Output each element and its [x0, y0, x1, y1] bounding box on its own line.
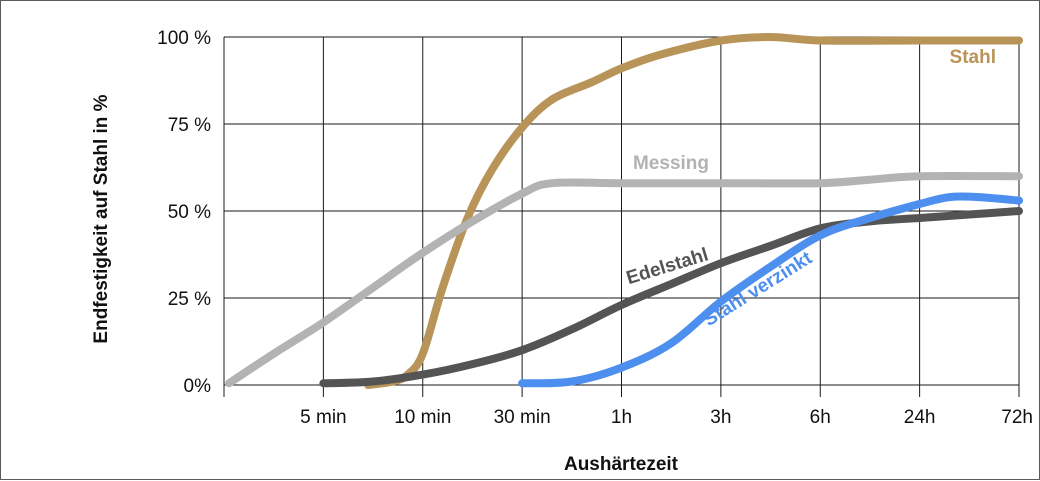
series-line-stahl-verzinkt [518, 192, 1023, 388]
y-tick-label: 100 % [157, 28, 211, 49]
y-axis-title: Endfestigkeit auf Stahl in % [91, 94, 112, 343]
x-tick-label: 30 min [494, 407, 551, 428]
x-tick-label: 6h [810, 407, 831, 428]
x-tick-label: 3h [710, 407, 731, 428]
x-axis-title: Aushärtezeit [564, 454, 679, 475]
series-label-stahl: Stahl [950, 47, 996, 68]
series-line-messing [225, 171, 1023, 388]
x-tick-label: 72h [1001, 407, 1033, 428]
series-line-stahl [364, 33, 1023, 389]
series-line-edelstahl [319, 207, 1023, 388]
x-tick-label: 1h [611, 407, 632, 428]
x-tick-label: 24h [904, 407, 936, 428]
y-axis-ticks: 0% 25 % 50 % 75 % 100 % [157, 28, 211, 397]
series-curves [225, 33, 1023, 389]
y-tick-label: 0% [184, 376, 212, 397]
x-axis-ticks: 5 min 10 min 30 min 1h 3h 6h 24h 72h [300, 407, 1033, 428]
series-label-messing: Messing [633, 153, 709, 174]
y-tick-label: 50 % [168, 202, 211, 223]
y-tick-label: 25 % [168, 289, 211, 310]
y-tick-label: 75 % [168, 115, 211, 136]
series-label-stahl-verzinkt: Stahl verzinkt [700, 247, 816, 331]
x-tick-label: 5 min [300, 407, 346, 428]
x-tick-label: 10 min [394, 407, 451, 428]
